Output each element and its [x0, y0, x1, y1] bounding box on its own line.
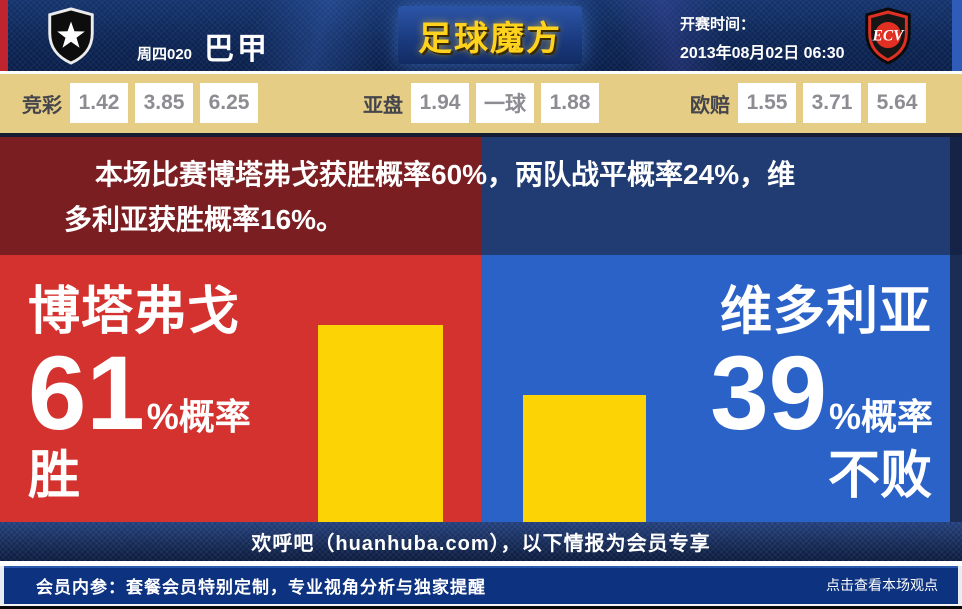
kickoff-time: 2013年08月02日 06:30 [680, 45, 845, 62]
away-outcome-label: 不败 [827, 447, 932, 505]
home-outcome-label: 胜 [28, 447, 81, 505]
league-name: 巴甲 [204, 33, 271, 66]
away-team-logo-icon: ECV [856, 7, 920, 65]
odds-value: 6.25 [200, 83, 258, 123]
member-bar-wrap: 会员内参：套餐会员特别定制，专业视角分析与独家提醒 点击查看本场观点 [0, 566, 962, 604]
odds-group-asian-handicap: 亚盘 1.94 一球 1.88 [363, 83, 606, 123]
odds-value: 3.71 [803, 83, 861, 123]
odds-value: 1.42 [70, 83, 128, 123]
odds-value: 1.55 [738, 83, 796, 123]
home-probability-bar [318, 325, 443, 522]
bottom-edge [0, 604, 962, 609]
odds-bar: 竞彩 1.42 3.85 6.25 亚盘 1.94 一球 1.88 欧赔 1.5… [0, 71, 962, 137]
odds-value: 5.64 [868, 83, 926, 123]
view-opinion-link[interactable]: 点击查看本场观点 [826, 577, 938, 593]
right-blue-stripe [952, 0, 962, 71]
away-percent-suffix: %概率 [828, 396, 933, 437]
match-info: 周四020 巴甲 [137, 24, 270, 68]
odds-label: 竞彩 [22, 94, 62, 117]
odds-value: 3.85 [135, 83, 193, 123]
odds-group-european: 欧赔 1.55 3.71 5.64 [690, 83, 933, 123]
away-probability-bar [523, 395, 646, 522]
odds-value: 1.94 [411, 83, 469, 123]
odds-label: 亚盘 [363, 94, 403, 117]
member-note: 会员内参：套餐会员特别定制，专业视角分析与独家提醒 [36, 577, 486, 597]
prediction-text: 本场比赛博塔弗戈获胜概率60%，两队战平概率24%，维 多利亚获胜概率16%。 [64, 152, 900, 242]
probability-panels: 博塔弗戈 61 %概率 胜 维多利亚 39 %概率 不败 [0, 255, 962, 522]
away-percent: 39 [710, 335, 827, 452]
away-probability: 39 %概率 [710, 335, 933, 452]
odds-handicap: 一球 [476, 83, 534, 123]
member-bar: 会员内参：套餐会员特别定制，专业视角分析与独家提醒 点击查看本场观点 [4, 566, 958, 604]
odds-value: 1.88 [541, 83, 599, 123]
home-team-name: 博塔弗戈 [28, 283, 241, 341]
brand-logo-text: 足球魔方 [418, 19, 562, 58]
left-red-stripe [0, 0, 8, 71]
prediction-line: 本场比赛博塔弗戈获胜概率60%，两队战平概率24%，维 [95, 159, 796, 190]
away-team-name: 维多利亚 [719, 283, 932, 341]
home-probability: 61 %概率 [28, 335, 251, 452]
promo-text: 欢呼吧（huanhuba.com），以下情报为会员专享 [251, 533, 711, 555]
prediction-line: 多利亚获胜概率16%。 [64, 204, 345, 235]
odds-label: 欧赔 [690, 94, 730, 117]
home-percent-suffix: %概率 [146, 396, 251, 437]
home-team-logo-icon [38, 7, 104, 65]
match-header: 周四020 巴甲 足球魔方 开赛时间： 2013年08月02日 06:30 EC… [0, 0, 962, 71]
brand-logo: 足球魔方 [398, 6, 582, 64]
home-percent: 61 [28, 335, 145, 452]
svg-text:ECV: ECV [872, 27, 906, 44]
odds-group-jingcai: 竞彩 1.42 3.85 6.25 [22, 83, 265, 123]
kickoff-info: 开赛时间： 2013年08月02日 06:30 [680, 13, 845, 63]
divider [0, 561, 962, 566]
kickoff-label: 开赛时间： [680, 16, 756, 33]
match-code: 周四020 [137, 46, 193, 63]
prediction-banner: 本场比赛博塔弗戈获胜概率60%，两队战平概率24%，维 多利亚获胜概率16%。 [0, 137, 962, 255]
promo-bar: 欢呼吧（huanhuba.com），以下情报为会员专享 [0, 522, 962, 561]
